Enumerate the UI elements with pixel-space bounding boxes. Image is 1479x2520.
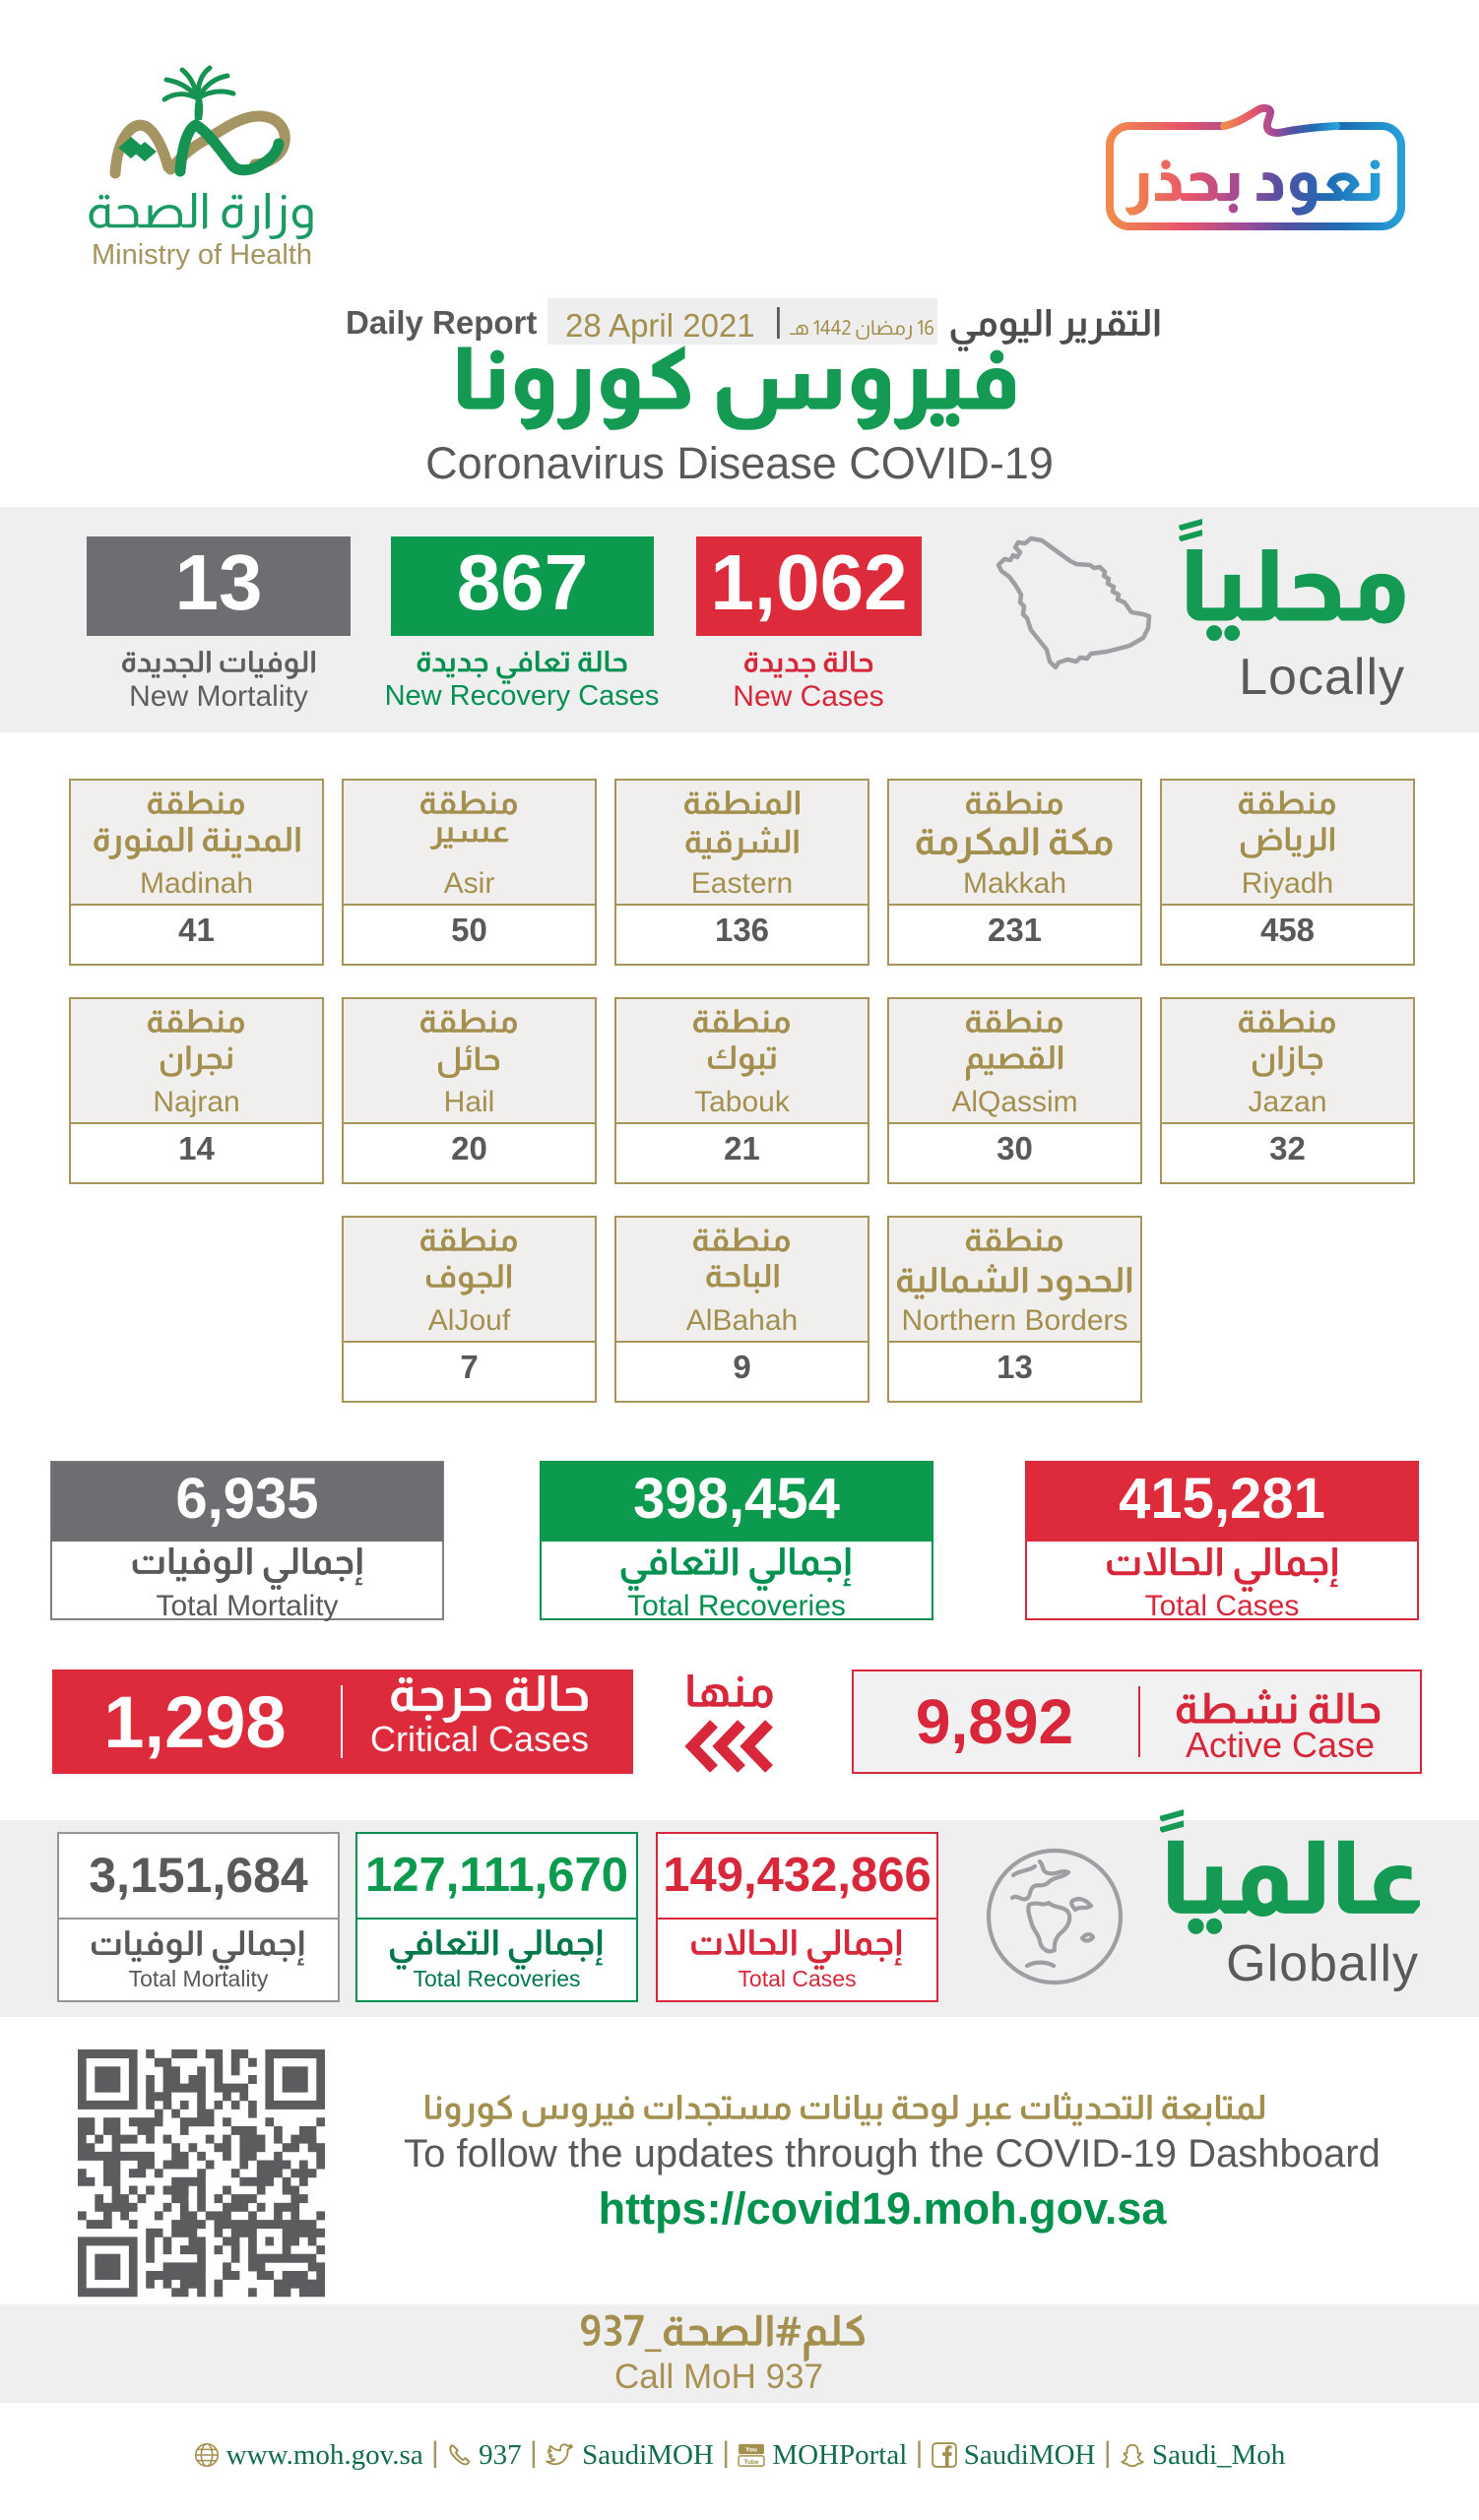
svg-text:You: You (745, 2446, 757, 2453)
svg-text:Tube: Tube (744, 2459, 759, 2466)
